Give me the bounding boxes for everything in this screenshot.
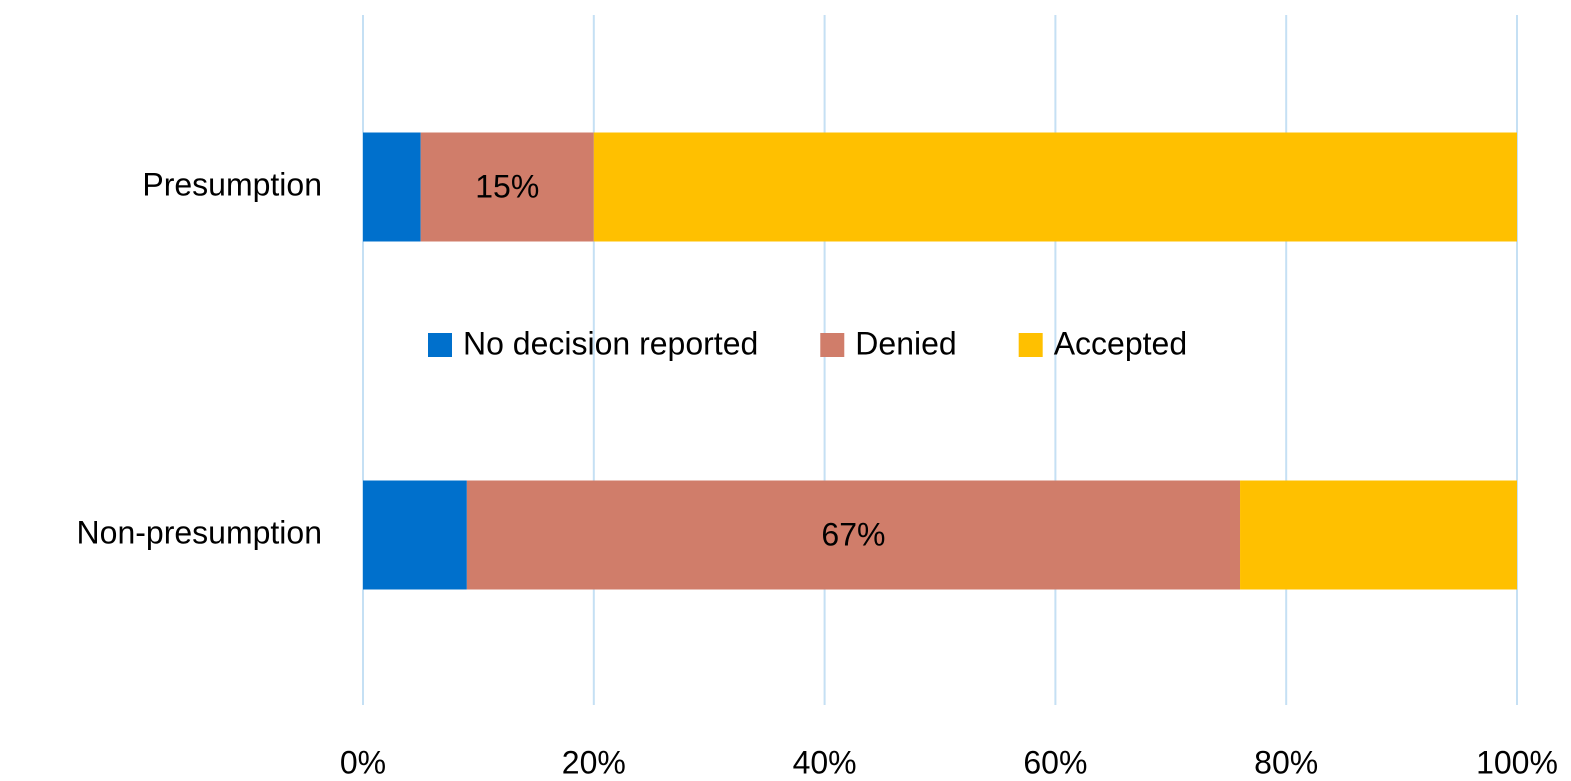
x-tick-label: 40% bbox=[793, 744, 857, 780]
legend-swatch bbox=[428, 333, 452, 357]
legend-swatch bbox=[820, 333, 845, 357]
data-label: 67% bbox=[821, 516, 885, 552]
x-tick-label: 100% bbox=[1476, 744, 1558, 780]
x-tick-label: 20% bbox=[562, 744, 626, 780]
x-tick-label: 80% bbox=[1254, 744, 1318, 780]
bar-segment bbox=[420, 132, 594, 242]
legend-swatch bbox=[1018, 333, 1043, 357]
x-tick-label: 0% bbox=[340, 744, 386, 780]
bar-segment bbox=[363, 132, 421, 242]
x-tick-label: 60% bbox=[1023, 744, 1087, 780]
y-tick-label: Non-presumption bbox=[77, 514, 322, 550]
bar-segment bbox=[466, 480, 1241, 590]
legend-label: Denied bbox=[855, 325, 956, 361]
bar-segment bbox=[593, 132, 1517, 242]
legend-label: No decision reported bbox=[463, 325, 758, 361]
y-tick-label: Presumption bbox=[142, 166, 322, 202]
bar-segment bbox=[1240, 480, 1517, 590]
bar-segment bbox=[363, 480, 467, 590]
legend-label: Accepted bbox=[1054, 325, 1187, 361]
data-label: 15% bbox=[475, 168, 539, 204]
